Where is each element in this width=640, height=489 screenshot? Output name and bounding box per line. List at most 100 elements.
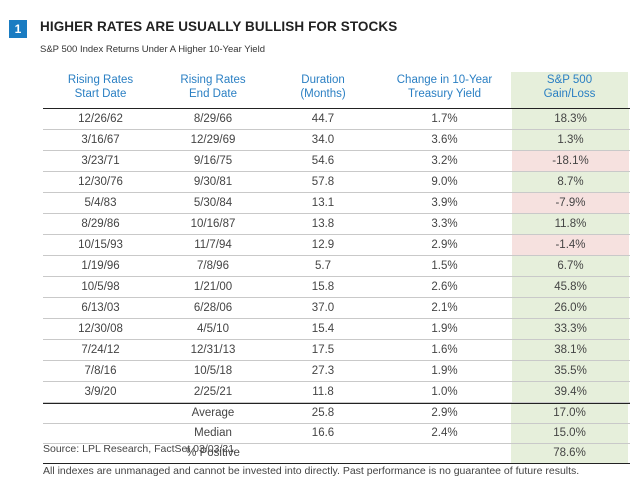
summary-row: Median 16.6 2.4% 15.0% (43, 424, 630, 444)
cell-start-date: 7/24/12 (81, 344, 120, 356)
cell-end-date: 11/7/94 (194, 239, 232, 251)
cell-duration: 34.0 (311, 134, 335, 146)
cell-start-date: 5/4/83 (84, 197, 117, 209)
figure-subtitle: S&P 500 Index Returns Under A Higher 10-… (40, 44, 265, 55)
header-duration: Duration (Months) (268, 72, 378, 108)
cell-duration: 13.8 (311, 218, 335, 230)
table-row: 8/29/86 10/16/87 13.8 3.3% 11.8% (43, 214, 630, 235)
header-yield-change: Change in 10-Year Treasury Yield (378, 72, 511, 108)
cell-duration: 44.7 (311, 113, 335, 125)
summary-label: Median (194, 427, 232, 439)
cell-end-date: 2/25/21 (193, 386, 233, 398)
cell-end-date: 9/30/81 (193, 176, 233, 188)
table-row: 5/4/83 5/30/84 13.1 3.9% -7.9% (43, 193, 630, 214)
table-row: 3/23/71 9/16/75 54.6 3.2% -18.1% (43, 151, 630, 172)
cell-end-date: 12/29/69 (190, 134, 236, 146)
header-sp500-gain: S&P 500 Gain/Loss (511, 72, 628, 108)
header-line: Treasury Yield (407, 88, 482, 100)
header-start-date: Rising Rates Start Date (43, 72, 158, 108)
cell-end-date: 7/8/96 (197, 260, 229, 272)
table-summary: Average 25.8 2.9% 17.0% Median 16.6 2.4% 15.0%%… (43, 403, 630, 464)
cell-start-date: 12/30/76 (78, 176, 123, 188)
cell-sp500-gain: -7.9% (511, 193, 629, 213)
cell-sp500-gain: 1.3% (511, 130, 629, 150)
summary-sp500-gain: 15.0% (511, 424, 628, 443)
summary-spacer (43, 404, 158, 423)
header-line: Rising Rates (180, 74, 246, 86)
table-row: 1/19/96 7/8/96 5.7 1.5% 6.7% (43, 256, 630, 277)
source-note: Source: LPL Research, FactSet 03/03/21 (43, 443, 235, 455)
cell-sp500-gain: 38.1% (511, 340, 629, 360)
header-line: Duration (301, 74, 345, 86)
summary-label: Average (191, 407, 235, 419)
cell-end-date: 9/16/75 (193, 155, 233, 167)
cell-yield-change: 3.2% (431, 155, 458, 167)
cell-start-date: 7/8/16 (84, 365, 117, 377)
cell-sp500-gain: 35.5% (511, 361, 629, 381)
cell-sp500-gain: -1.4% (511, 235, 629, 255)
cell-yield-change: 1.9% (431, 323, 458, 335)
cell-yield-change: 1.7% (431, 113, 458, 125)
cell-sp500-gain: 11.8% (511, 214, 629, 234)
cell-yield-change: 1.0% (431, 386, 458, 398)
cell-yield-change: 1.5% (431, 260, 458, 272)
cell-duration: 13.1 (311, 197, 335, 209)
cell-start-date: 1/19/96 (81, 260, 120, 272)
cell-start-date: 10/15/93 (78, 239, 123, 251)
cell-duration: 15.8 (311, 281, 335, 293)
header-line: S&P 500 (546, 74, 593, 86)
summary-row: % Positive 78.6% (43, 444, 630, 464)
summary-label: % Positive (186, 447, 240, 459)
cell-yield-change: 9.0% (431, 176, 458, 188)
cell-start-date: 12/30/08 (78, 323, 123, 335)
cell-duration: 57.8 (311, 176, 335, 188)
cell-start-date: 8/29/86 (81, 218, 120, 230)
cell-sp500-gain: 26.0% (511, 298, 629, 318)
cell-sp500-gain: 39.4% (511, 382, 629, 402)
cell-duration: 5.7 (315, 260, 331, 272)
cell-end-date: 12/31/13 (190, 344, 236, 356)
cell-start-date: 6/13/03 (81, 302, 120, 314)
summary-yield-change (378, 444, 511, 463)
cell-duration: 37.0 (311, 302, 335, 314)
header-line: Gain/Loss (543, 88, 596, 100)
table-row: 6/13/03 6/28/06 37.0 2.1% 26.0% (43, 298, 630, 319)
cell-sp500-gain: 45.8% (511, 277, 629, 297)
table-row: 12/30/76 9/30/81 57.8 9.0% 8.7% (43, 172, 630, 193)
cell-duration: 27.3 (311, 365, 335, 377)
summary-sp500-gain: 17.0% (511, 404, 628, 423)
table-row: 10/5/98 1/21/00 15.8 2.6% 45.8% (43, 277, 630, 298)
table-row: 3/16/67 12/29/69 34.0 3.6% 1.3% (43, 130, 630, 151)
returns-table: Rising Rates Start Date Rising Rates End… (43, 72, 630, 464)
cell-sp500-gain: 8.7% (511, 172, 629, 192)
table-row: 10/15/93 11/7/94 12.9 2.9% -1.4% (43, 235, 630, 256)
cell-yield-change: 2.6% (431, 281, 458, 293)
cell-end-date: 4/5/10 (197, 323, 229, 335)
cell-yield-change: 3.3% (431, 218, 458, 230)
summary-row: Average 25.8 2.9% 17.0% (43, 404, 630, 424)
summary-yield-change: 2.9% (431, 407, 458, 419)
cell-end-date: 1/21/00 (193, 281, 233, 293)
cell-duration: 11.8 (312, 386, 334, 398)
disclaimer-note: All indexes are unmanaged and cannot be … (43, 465, 580, 477)
header-line: Start Date (74, 88, 127, 100)
table-row: 7/24/12 12/31/13 17.5 1.6% 38.1% (43, 340, 630, 361)
cell-start-date: 3/23/71 (81, 155, 120, 167)
cell-end-date: 6/28/06 (193, 302, 233, 314)
cell-start-date: 3/16/67 (81, 134, 120, 146)
cell-yield-change: 2.1% (431, 302, 458, 314)
cell-sp500-gain: 33.3% (511, 319, 629, 339)
cell-start-date: 10/5/98 (81, 281, 120, 293)
header-line: End Date (189, 88, 237, 100)
table-row: 7/8/16 10/5/18 27.3 1.9% 35.5% (43, 361, 630, 382)
header-line: (Months) (300, 88, 346, 100)
summary-spacer (43, 424, 158, 443)
summary-duration (268, 444, 378, 463)
cell-end-date: 10/5/18 (193, 365, 233, 377)
cell-sp500-gain: 6.7% (511, 256, 629, 276)
cell-duration: 15.4 (311, 323, 335, 335)
figure-title: HIGHER RATES ARE USUALLY BULLISH FOR STO… (40, 19, 398, 34)
header-end-date: Rising Rates End Date (158, 72, 268, 108)
cell-duration: 17.5 (311, 344, 335, 356)
cell-sp500-gain: 18.3% (511, 109, 629, 129)
